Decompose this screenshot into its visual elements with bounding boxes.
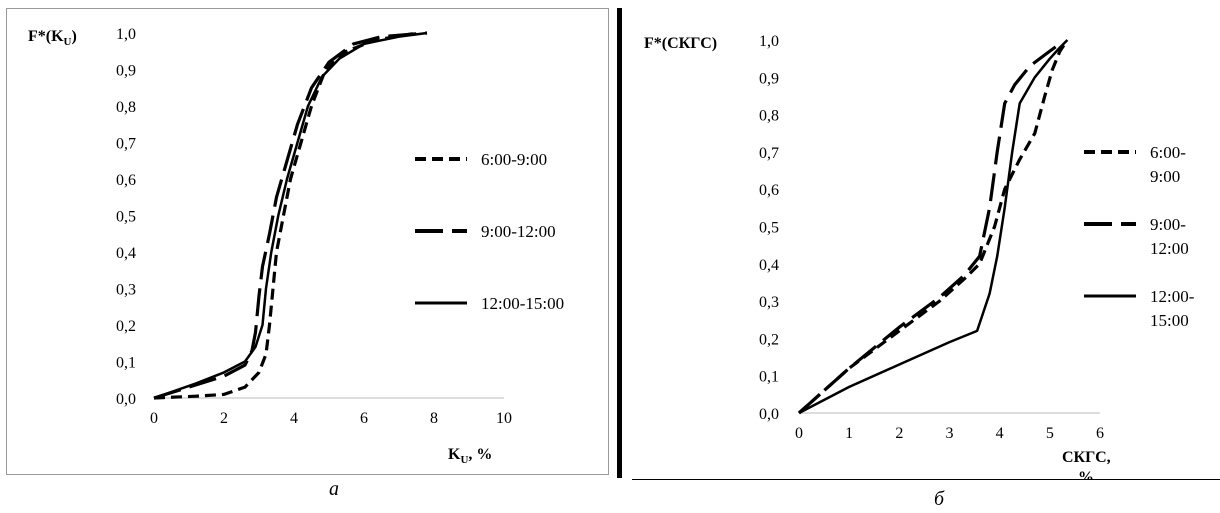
x-tick-label: 2 bbox=[220, 410, 228, 427]
chart-b: 0,0 0,1 0,2 0,3 0,4 0,5 0,6 0,7 0,8 0,9 1,0 0 1 2 3 4 5 6… bbox=[622, 0, 1220, 480]
legend-label: 6:00-9:00 bbox=[481, 150, 547, 169]
y-tick-label: 0,9 bbox=[759, 70, 779, 87]
y-tick-label: 0,0 bbox=[116, 391, 136, 408]
y-tick-label: 1,0 bbox=[759, 33, 779, 50]
y-tick-label: 0,1 bbox=[759, 369, 779, 386]
y-axis-label: F*(СКГС) bbox=[644, 35, 717, 52]
series-line bbox=[154, 33, 417, 398]
x-tick-label: 3 bbox=[946, 425, 954, 442]
caption-a: а bbox=[329, 478, 339, 501]
y-axis-label: F*(KU) bbox=[28, 28, 77, 48]
x-tick-label: 2 bbox=[895, 425, 903, 442]
y-tick-label: 0,7 bbox=[116, 136, 136, 153]
y-tick-label: 0,8 bbox=[759, 108, 779, 125]
y-tick-label: 0,4 bbox=[116, 245, 136, 262]
x-tick-label: 4 bbox=[996, 425, 1004, 442]
legend-label: 12:00-15:00 bbox=[481, 294, 564, 313]
y-tick-label: 0,3 bbox=[759, 294, 779, 311]
x-tick-label: 4 bbox=[290, 410, 298, 427]
x-tick-label: 8 bbox=[430, 410, 438, 427]
legend-label: 9:00-12:00 bbox=[481, 222, 556, 241]
y-tick-label: 1,0 bbox=[116, 26, 136, 43]
legend-label: 9:00- bbox=[1150, 215, 1186, 234]
y-tick-label: 0,5 bbox=[759, 220, 779, 237]
x-axis-label: KU, % bbox=[448, 446, 492, 466]
y-tick-label: 0,9 bbox=[116, 63, 136, 80]
y-tick-label: 0,5 bbox=[116, 209, 136, 226]
series-line bbox=[799, 44, 1065, 413]
x-axis-label-unit: % bbox=[1078, 469, 1094, 480]
y-tick-label: 0,4 bbox=[759, 257, 779, 274]
x-tick-label: 1 bbox=[845, 425, 853, 442]
legend-label: 9:00 bbox=[1150, 167, 1180, 186]
legend-label: 12:00- bbox=[1150, 287, 1195, 306]
legend-label: 15:00 bbox=[1150, 311, 1189, 330]
caption-b: б bbox=[934, 488, 944, 511]
x-tick-label: 6 bbox=[1096, 425, 1104, 442]
x-tick-label: 0 bbox=[795, 425, 803, 442]
y-tick-label: 0,8 bbox=[116, 99, 136, 116]
x-tick-label: 10 bbox=[496, 410, 512, 427]
y-tick-label: 0,0 bbox=[759, 406, 779, 423]
series-line bbox=[799, 40, 1067, 413]
y-tick-label: 0,3 bbox=[116, 282, 136, 299]
x-tick-label: 5 bbox=[1046, 425, 1054, 442]
legend-label: 12:00 bbox=[1150, 239, 1189, 258]
series-line bbox=[154, 33, 427, 398]
y-tick-label: 0,1 bbox=[116, 355, 136, 372]
y-tick-label: 0,2 bbox=[116, 318, 136, 335]
series-line bbox=[154, 33, 427, 398]
chart-a: 0,0 0,1 0,2 0,3 0,4 0,5 0,6 0,7 0,8 0,9 1,0 0 2 4 6 8 10… bbox=[0, 0, 615, 480]
x-tick-label: 6 bbox=[360, 410, 368, 427]
legend-label: 6:00- bbox=[1150, 143, 1186, 162]
x-axis-label: СКГС, bbox=[1062, 449, 1111, 466]
y-tick-label: 0,6 bbox=[759, 182, 779, 199]
x-tick-label: 0 bbox=[150, 410, 158, 427]
y-tick-label: 0,2 bbox=[759, 331, 779, 348]
y-tick-label: 0,6 bbox=[116, 172, 136, 189]
y-tick-label: 0,7 bbox=[759, 145, 779, 162]
